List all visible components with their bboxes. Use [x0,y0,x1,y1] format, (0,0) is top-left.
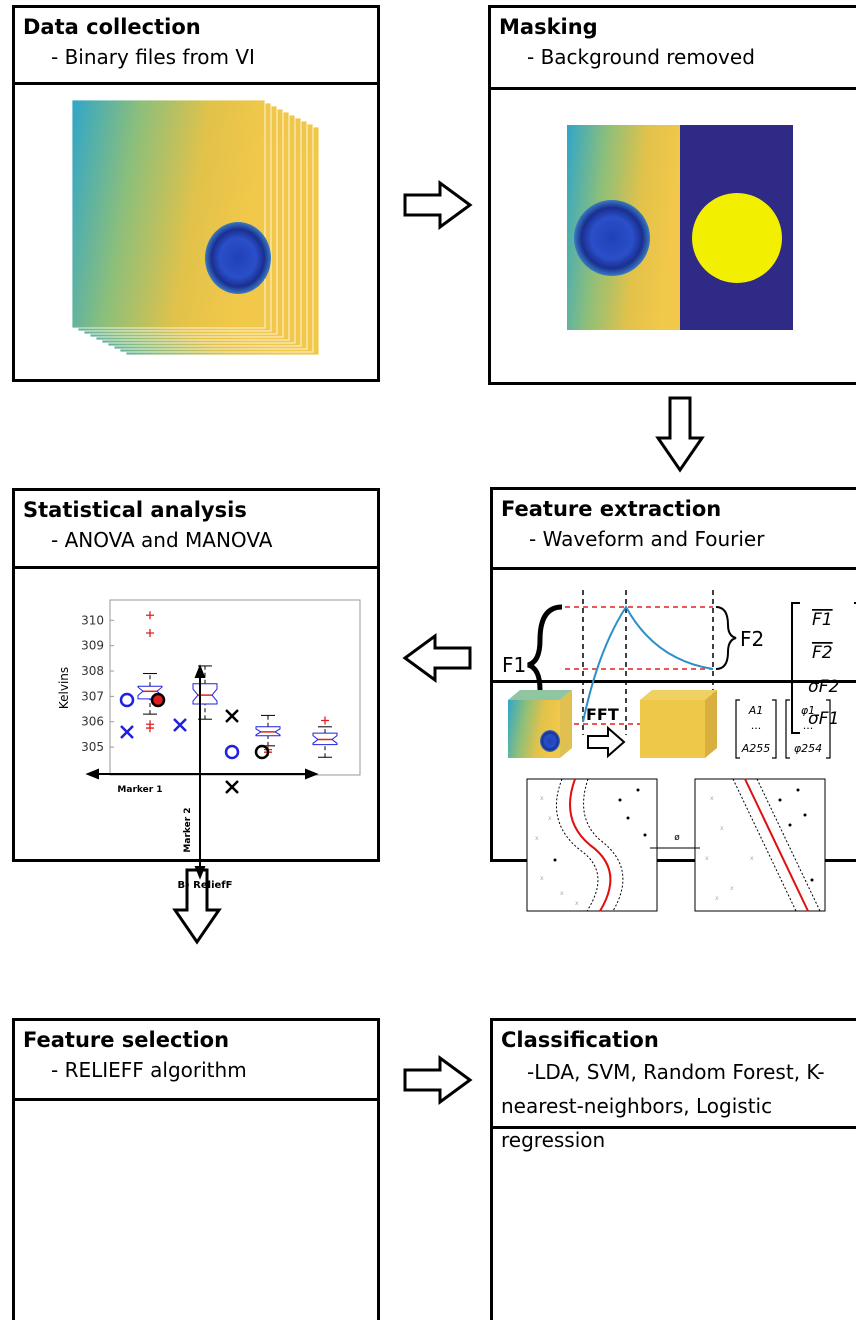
box [193,684,217,704]
y-tick-label: 306 [81,715,104,729]
matrix-entry: ... [751,719,762,732]
matrix-entry: ... [803,719,814,732]
svg-text:x: x [560,890,564,897]
label: ø [674,833,680,843]
svg-text:x: x [548,815,552,822]
classification: ø x x x x x x x x x x x x [527,779,825,911]
outlier [146,724,154,732]
svg-text:x: x [540,795,544,802]
svg-text:x: x [535,835,539,842]
svg-text:x: x [540,875,544,882]
matrix-entry: F2 [812,643,833,663]
illustrations: Kelvins 305 306 307 308 309 310 F1 F2 F1 F2 σ… [0,0,856,1320]
matrix-entry: σF2 [808,677,839,697]
outlier [321,716,329,724]
matrix-entry: φ254 [794,742,822,755]
axis-label: Kelvins [57,667,71,709]
relieff: Marker 1 Marker 2 B) ReliefF [88,667,316,891]
image-stack [72,100,319,355]
svg-text:x: x [575,900,579,907]
masking-image [567,125,793,330]
svg-text:x: x [730,885,734,892]
svg-text:x: x [715,895,719,902]
outlier [146,629,154,637]
axis-label: Marker 1 [117,785,162,795]
axis-label: Marker 2 [183,807,193,852]
spot [205,222,271,294]
label: FFT [586,705,619,724]
outlier [146,611,154,619]
matrix-entry: A1 [748,704,764,717]
y-tick-label: 305 [81,740,104,754]
svg-text:x: x [750,855,754,862]
y-tick-label: 307 [81,689,104,703]
fft: FFT A1 ... A255 φ1 ... φ254 [508,690,830,758]
boxplot: Kelvins 305 306 307 308 309 310 [57,600,360,775]
label: F1 [502,653,526,677]
y-tick-label: 309 [81,639,104,653]
page: Data collection- Binary files from VI Ma… [0,0,856,1320]
matrix-entry: F1 [812,610,833,630]
y-tick-label: 310 [81,613,104,627]
matrix-entry: φ1 [801,704,815,717]
matrix-entry: A255 [741,742,771,755]
svg-text:x: x [710,795,714,802]
y-tick-label: 308 [81,664,104,678]
svg-text:x: x [720,825,724,832]
caption: B) ReliefF [178,880,233,891]
label: F2 [740,627,764,651]
svg-text:x: x [705,855,709,862]
